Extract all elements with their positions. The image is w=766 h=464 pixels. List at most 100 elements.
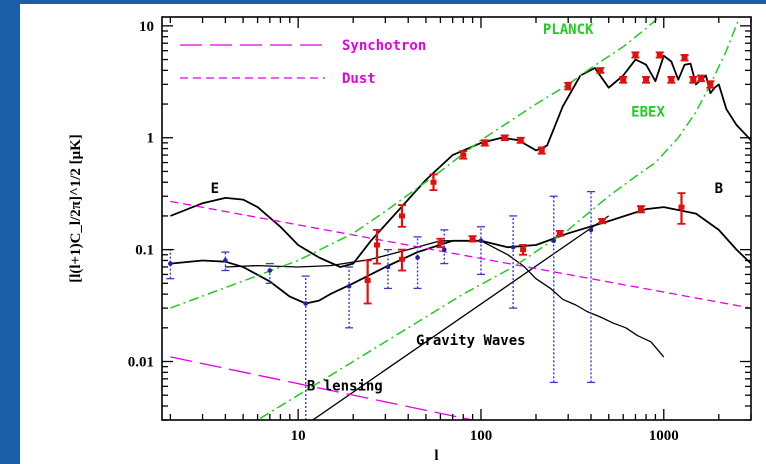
wmap_blue-marker-8 <box>478 238 484 244</box>
sim_red-marker-16 <box>538 147 545 153</box>
annotation-label: E <box>211 181 219 197</box>
sim_red-marker-4 <box>469 236 476 242</box>
wmap_blue-point-1 <box>221 251 230 272</box>
wmap_blue-point-10 <box>549 195 558 384</box>
sim_red-marker-5 <box>520 247 527 253</box>
legend-label-1: Dust <box>342 71 376 87</box>
sim_red-point-22 <box>655 51 664 59</box>
sim_red-marker-11 <box>430 179 437 185</box>
y-tick-label: 0.01 <box>128 355 154 371</box>
legend: Synchotron Dust <box>180 38 426 87</box>
sim_red-point-15 <box>516 136 525 144</box>
sim_red-point-19 <box>619 75 628 84</box>
wmap_blue-point-9 <box>509 215 518 309</box>
sim_red-marker-3 <box>437 240 444 246</box>
sim_red-point-21 <box>642 75 651 84</box>
wmap_blue-marker-7 <box>441 247 447 252</box>
wmap_blue-point-11 <box>587 190 596 384</box>
sim_red-marker-22 <box>656 52 663 58</box>
x-tick-label: 100 <box>470 428 493 444</box>
series-line-B <box>170 206 751 305</box>
annotation-label: Gravity Waves <box>416 333 526 349</box>
sim_red-point-8 <box>636 205 645 214</box>
wmap_blue-point-6 <box>413 236 422 290</box>
sim_red-point-11 <box>429 173 438 192</box>
wmap_blue-point-2 <box>265 262 274 284</box>
axes-group: 10 100 1000 0.01 0.1 1 10 l [l(l+1)C_l/2π]^1/2 [… <box>68 16 752 464</box>
sim_red-point-14 <box>500 134 509 142</box>
sim_red-point-5 <box>519 244 528 256</box>
y-tick-label: 10 <box>139 19 154 35</box>
sim_red-point-12 <box>459 150 468 160</box>
power-spectrum-chart: 10 100 1000 0.01 0.1 1 10 l [l(l+1)C_l/2π]^1/2 [… <box>68 16 752 464</box>
sim_red-point-24 <box>680 54 689 62</box>
wmap_blue-marker-9 <box>510 244 516 250</box>
series-line-ebex <box>256 17 741 420</box>
wmap_blue-point-8 <box>476 226 485 276</box>
wmap_blue-marker-6 <box>415 255 420 260</box>
sim_red-marker-1 <box>374 242 381 248</box>
sim_red-point-17 <box>564 81 573 91</box>
sim_red-point-13 <box>480 139 489 147</box>
sim_red-point-16 <box>537 146 546 155</box>
legend-label-0: Synchotron <box>342 38 426 54</box>
wmap_blue-marker-10 <box>551 238 557 244</box>
sim_red-marker-8 <box>637 206 644 212</box>
y-tick-label: 1 <box>147 131 155 147</box>
sim_red-point-7 <box>598 218 607 225</box>
sim_red-marker-24 <box>681 55 688 61</box>
sim_red-point-9 <box>677 192 686 225</box>
plot-frame <box>161 16 752 421</box>
x-tick-label: 1000 <box>649 428 679 444</box>
points-group <box>166 51 715 420</box>
series-line-synch <box>170 356 476 420</box>
sim_red-marker-10 <box>399 213 406 219</box>
sim_red-point-27 <box>706 80 715 89</box>
sim_red-point-3 <box>436 237 445 249</box>
sim_red-point-10 <box>398 204 407 228</box>
series-line-E <box>170 54 751 268</box>
sim_red-marker-25 <box>690 77 697 83</box>
sim_red-point-6 <box>555 230 564 237</box>
annotation-label: PLANCK <box>543 22 594 38</box>
wmap_blue-marker-3 <box>303 301 309 306</box>
series-group <box>170 17 751 420</box>
annotation-label: B lensing <box>307 379 383 395</box>
sim_red-marker-6 <box>556 230 563 236</box>
wmap_blue-marker-4 <box>346 284 352 289</box>
sim_red-marker-14 <box>501 135 508 141</box>
wmap_blue-point-5 <box>383 248 392 290</box>
wmap_blue-marker-0 <box>168 261 173 266</box>
sim_red-marker-18 <box>597 67 604 73</box>
x-axis-label: l <box>434 448 438 464</box>
series-line-dust <box>170 200 751 309</box>
y-tick-label: 0.1 <box>135 243 154 259</box>
sim_red-marker-12 <box>460 152 467 158</box>
series-line-planck <box>170 17 661 309</box>
wmap_blue-marker-1 <box>223 258 228 263</box>
wmap_blue-marker-5 <box>385 264 391 270</box>
wmap_blue-marker-11 <box>588 227 594 233</box>
sim_red-point-2 <box>398 248 407 272</box>
sim_red-point-20 <box>631 51 640 59</box>
sim_red-point-4 <box>468 235 477 243</box>
y-axis-label: [l(l+1)C_l/2π]^1/2 [μK] <box>68 134 84 283</box>
series-line-lensing <box>311 215 610 420</box>
sim_red-marker-13 <box>481 140 488 146</box>
sim_red-marker-7 <box>599 218 606 224</box>
sim_red-marker-0 <box>364 277 371 283</box>
sim_red-point-18 <box>596 67 605 74</box>
chart-panel: 10 100 1000 0.01 0.1 1 10 l [l(l+1)C_l/2π]^1/2 [… <box>20 4 766 464</box>
sim_red-point-1 <box>373 229 382 265</box>
sim_red-point-26 <box>697 74 706 83</box>
sim_red-marker-9 <box>678 204 685 210</box>
sim_red-marker-20 <box>632 52 639 58</box>
annotations: PLANCK EBEX E B Gravity Waves B lensing <box>211 22 723 395</box>
wmap_blue-point-4 <box>345 266 354 329</box>
wmap_blue-marker-2 <box>267 268 273 273</box>
wmap_blue-point-3 <box>301 275 310 420</box>
sim_red-marker-15 <box>517 137 524 143</box>
sim_red-marker-26 <box>698 75 705 81</box>
sim_red-marker-23 <box>668 77 675 83</box>
